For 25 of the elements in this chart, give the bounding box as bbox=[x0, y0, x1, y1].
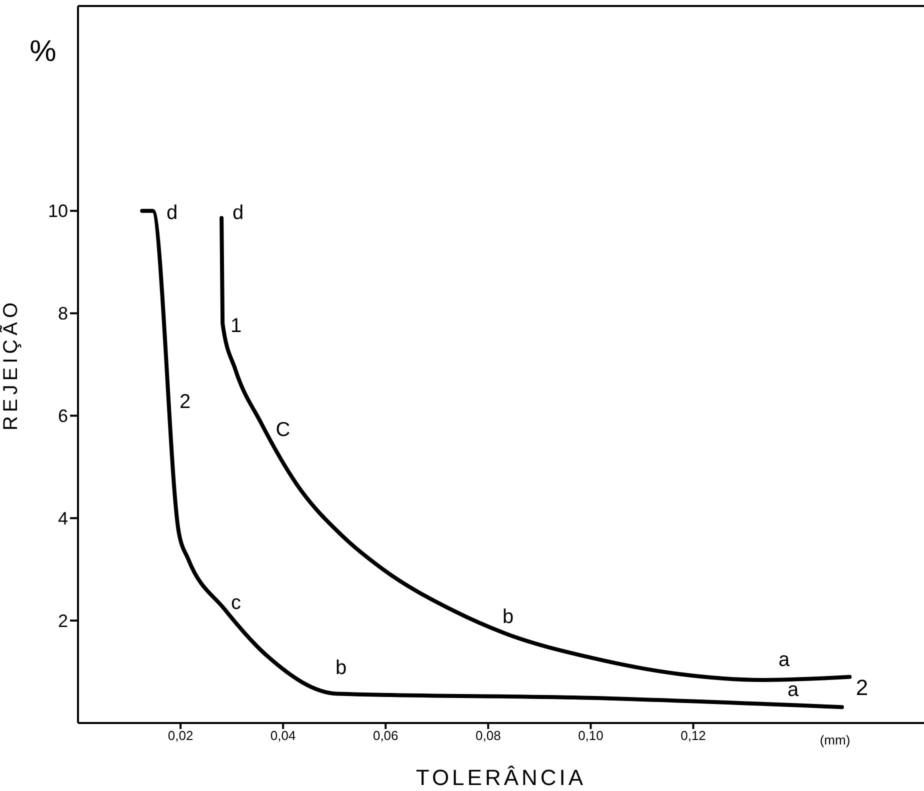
annotation: d bbox=[166, 202, 178, 224]
y-tick-label: 2 bbox=[58, 610, 68, 631]
y-tick-label: 10 bbox=[48, 201, 68, 222]
x-axis-title: TOLERÂNCIA bbox=[416, 765, 586, 790]
annotation: 2 bbox=[179, 391, 191, 413]
annotation: 1 bbox=[230, 315, 242, 337]
annotation: 2 bbox=[856, 675, 868, 700]
text: (mm) bbox=[820, 732, 850, 748]
x-tick-label: 0,04 bbox=[270, 728, 296, 744]
annotation: b bbox=[335, 657, 347, 679]
y-tick-label: 8 bbox=[58, 304, 68, 324]
x-tick-label: 0,08 bbox=[476, 728, 501, 744]
y-tick-label: 6 bbox=[58, 406, 68, 426]
text: % bbox=[30, 35, 56, 68]
annotation: a bbox=[787, 679, 799, 701]
annotation: b bbox=[502, 606, 514, 628]
x-tick-label: 0,02 bbox=[168, 728, 194, 744]
y-tick-label: 4 bbox=[58, 508, 68, 529]
annotation: a bbox=[778, 649, 790, 671]
x-tick-label: 0,10 bbox=[578, 728, 604, 744]
annotation: C bbox=[276, 419, 290, 441]
annotation: d bbox=[232, 202, 244, 224]
annotation: c bbox=[231, 592, 241, 614]
x-tick-label: 0,06 bbox=[372, 728, 398, 744]
x-tick-label: 0,12 bbox=[680, 728, 706, 744]
